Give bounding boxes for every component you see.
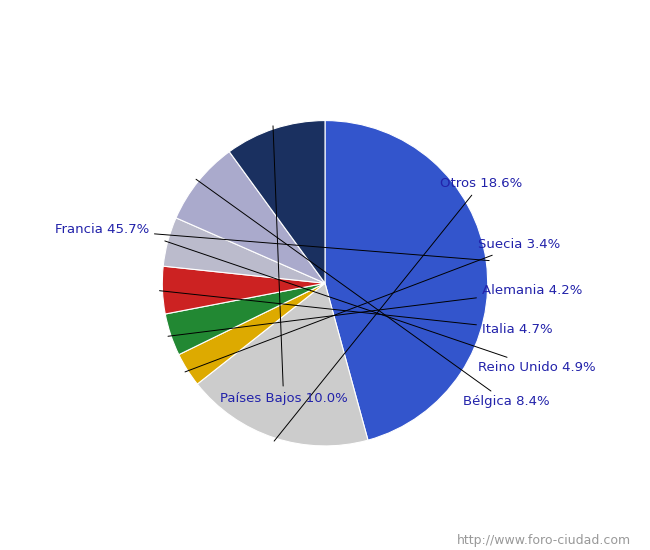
Text: Tremp - Turistas extranjeros según país - Agosto de 2024: Tremp - Turistas extranjeros según país … xyxy=(68,15,582,34)
Text: Francia 45.7%: Francia 45.7% xyxy=(55,223,489,261)
Text: http://www.foro-ciudad.com: http://www.foro-ciudad.com xyxy=(456,534,630,547)
Wedge shape xyxy=(198,283,368,446)
Text: Suecia 3.4%: Suecia 3.4% xyxy=(185,239,560,372)
Text: Italia 4.7%: Italia 4.7% xyxy=(159,291,552,335)
Wedge shape xyxy=(325,120,488,440)
Wedge shape xyxy=(162,266,325,314)
Wedge shape xyxy=(176,152,325,283)
Text: Bélgica 8.4%: Bélgica 8.4% xyxy=(196,179,549,409)
Wedge shape xyxy=(179,283,325,384)
Wedge shape xyxy=(163,218,325,283)
Text: Otros 18.6%: Otros 18.6% xyxy=(274,177,522,441)
Wedge shape xyxy=(229,120,325,283)
Text: Países Bajos 10.0%: Países Bajos 10.0% xyxy=(220,126,348,405)
Text: Alemania 4.2%: Alemania 4.2% xyxy=(168,284,582,336)
Text: Reino Unido 4.9%: Reino Unido 4.9% xyxy=(165,241,596,374)
Wedge shape xyxy=(165,283,325,355)
